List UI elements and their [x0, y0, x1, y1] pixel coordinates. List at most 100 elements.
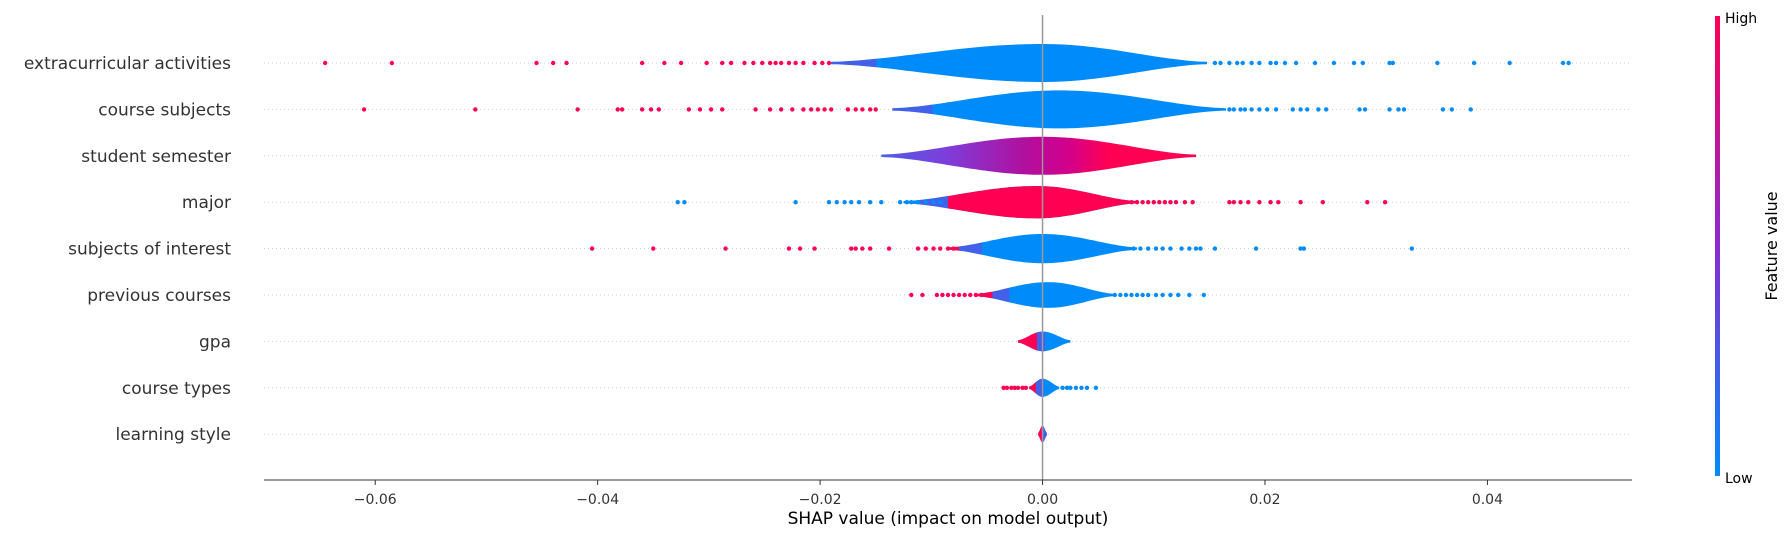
x-axis: −0.06 −0.04 −0.02 0.00 0.02 0.04: [264, 479, 1632, 508]
violin-student-semester: [881, 136, 1196, 175]
point-high-course-subjects: [619, 107, 625, 112]
point-high-major: [1182, 200, 1188, 205]
feature-label-extracurricular-activities: extracurricular activities: [24, 54, 231, 74]
point-low-course-subjects: [1249, 107, 1254, 112]
point-high-subjects-of-interest: [923, 246, 928, 251]
point-high-subjects-of-interest: [651, 246, 656, 251]
point-low-extracurricular-activities: [1351, 60, 1357, 66]
point-low-previous-courses: [1187, 292, 1192, 298]
point-high-previous-courses: [962, 292, 967, 298]
point-high-course-subjects: [473, 107, 478, 112]
point-high-major: [1134, 200, 1140, 205]
point-high-extracurricular-activities: [773, 60, 778, 66]
feature-label-gpa: gpa: [199, 332, 231, 352]
violin-extracurricular-activities: [831, 44, 1208, 82]
x-tick-label: 0.00: [1027, 492, 1058, 508]
point-high-subjects-of-interest: [812, 246, 817, 251]
point-low-subjects-of-interest: [1187, 246, 1192, 251]
point-low-course-subjects: [1298, 107, 1303, 112]
point-low-extracurricular-activities: [1218, 60, 1223, 66]
point-high-major: [1151, 200, 1156, 205]
point-high-extracurricular-activities: [751, 60, 756, 66]
point-high-extracurricular-activities: [534, 60, 539, 66]
point-high-extracurricular-activities: [662, 60, 667, 66]
point-high-course-subjects: [829, 107, 834, 112]
point-high-course-subjects: [778, 107, 784, 112]
point-low-course-types: [1064, 385, 1070, 390]
point-low-course-subjects: [1231, 107, 1237, 112]
point-high-subjects-of-interest: [867, 246, 873, 251]
point-high-major: [1257, 200, 1262, 205]
point-low-major: [867, 200, 873, 205]
point-high-major: [1145, 200, 1151, 205]
point-low-previous-courses: [1140, 292, 1145, 298]
data-points: [322, 60, 1571, 390]
point-high-subjects-of-interest: [951, 246, 956, 251]
point-high-major: [1173, 200, 1179, 205]
point-high-course-subjects: [790, 107, 795, 112]
point-high-major: [1162, 200, 1168, 205]
point-low-subjects-of-interest: [1193, 246, 1199, 251]
point-high-extracurricular-activities: [639, 60, 645, 66]
point-low-major: [682, 200, 687, 205]
point-high-course-subjects: [686, 107, 692, 112]
point-high-major: [1320, 200, 1326, 205]
point-high-previous-courses: [956, 292, 962, 298]
point-high-extracurricular-activities: [322, 60, 328, 66]
point-high-course-subjects: [615, 107, 620, 112]
point-high-course-types: [1023, 385, 1029, 390]
point-high-previous-courses: [940, 292, 945, 298]
violin-blend-extracurricular-activities: [831, 58, 877, 68]
violin-blend-subjects-of-interest: [959, 242, 982, 255]
point-low-extracurricular-activities: [1282, 60, 1288, 66]
feature-label-course-types: course types: [122, 379, 231, 399]
colorbar-high-label: High: [1725, 11, 1757, 27]
point-low-extracurricular-activities: [1435, 60, 1440, 66]
point-high-major: [1231, 200, 1237, 205]
point-low-extracurricular-activities: [1273, 60, 1279, 66]
point-low-extracurricular-activities: [1471, 60, 1477, 66]
point-low-course-subjects: [1362, 107, 1368, 112]
violins: [831, 44, 1226, 443]
point-low-course-subjects: [1323, 107, 1329, 112]
point-low-major: [915, 200, 921, 205]
point-high-subjects-of-interest: [589, 246, 595, 251]
point-low-previous-courses: [1112, 292, 1118, 298]
point-high-course-subjects: [801, 107, 806, 112]
feature-labels: extracurricular activities course subject…: [24, 54, 231, 445]
point-high-extracurricular-activities: [678, 60, 684, 66]
point-high-course-subjects: [708, 107, 714, 112]
point-low-course-subjects: [1290, 107, 1295, 112]
point-low-major: [826, 200, 832, 205]
violin-blend-course-subjects: [892, 104, 933, 115]
point-high-previous-courses: [909, 292, 914, 298]
point-high-subjects-of-interest: [786, 246, 792, 251]
point-low-subjects-of-interest: [1198, 246, 1203, 251]
point-high-course-subjects: [753, 107, 758, 112]
point-low-subjects-of-interest: [1160, 246, 1165, 251]
point-high-extracurricular-activities: [550, 60, 556, 66]
point-low-course-subjects: [1401, 107, 1407, 112]
point-low-previous-courses: [1168, 292, 1173, 298]
feature-label-subjects-of-interest: subjects of interest: [68, 240, 231, 260]
point-low-course-types: [1084, 385, 1090, 390]
point-high-subjects-of-interest: [886, 246, 892, 251]
point-low-course-subjects: [1273, 107, 1279, 112]
point-high-subjects-of-interest: [860, 246, 865, 251]
feature-label-learning-style: learning style: [115, 425, 231, 445]
point-low-course-types: [1060, 385, 1065, 390]
violin-previous-courses: [975, 282, 1115, 308]
violin-high-extracurricular-activities: [831, 61, 832, 65]
x-tick-label: −0.02: [799, 492, 842, 508]
point-high-major: [1238, 200, 1243, 205]
point-high-subjects-of-interest: [723, 246, 728, 251]
point-low-previous-courses: [1134, 292, 1140, 298]
point-high-course-subjects: [720, 107, 725, 112]
point-high-course-subjects: [656, 107, 662, 112]
point-high-subjects-of-interest: [931, 246, 936, 251]
point-high-course-types: [1020, 385, 1025, 390]
point-high-course-subjects: [815, 107, 821, 112]
point-high-major: [1168, 200, 1173, 205]
point-high-previous-courses: [920, 292, 925, 298]
point-high-subjects-of-interest: [945, 246, 951, 251]
